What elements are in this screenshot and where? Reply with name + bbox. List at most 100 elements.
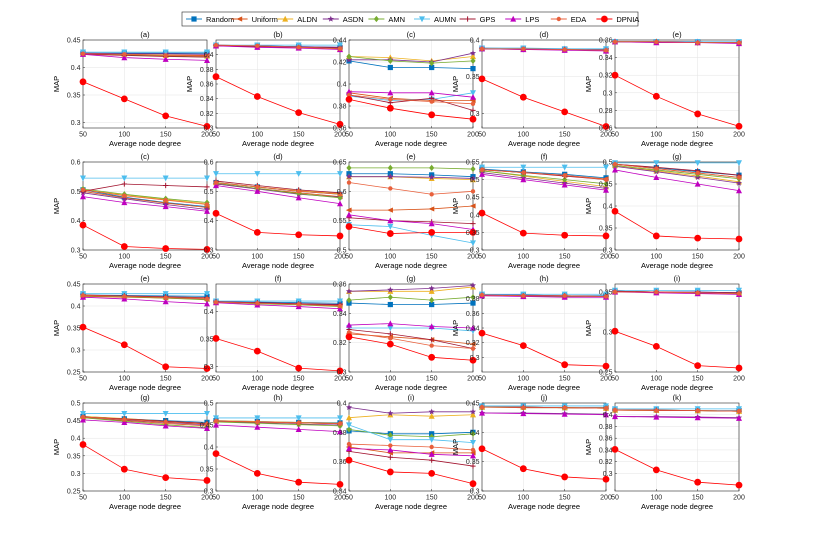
x-axis-label: Average node degree: [375, 383, 447, 392]
x-tick-label: 100: [650, 495, 662, 502]
x-axis-label: Average node degree: [242, 139, 314, 148]
data-point-lps: [204, 57, 210, 63]
series-line-uniform: [348, 92, 473, 101]
legend-label: Random: [206, 15, 234, 24]
series-random: [346, 58, 476, 72]
data-point-dpnia: [478, 445, 486, 453]
y-tick-label: 0.3: [470, 111, 480, 118]
series-group: [212, 41, 344, 128]
x-tick-label: 100: [118, 254, 130, 261]
data-point-lps: [162, 56, 169, 62]
data-point-dpnia: [336, 481, 344, 488]
data-point-eda: [337, 421, 343, 426]
grid: [82, 402, 208, 492]
data-point-aumn: [387, 325, 394, 332]
series-group: [212, 298, 344, 375]
y-axis-label: MAP: [52, 76, 61, 92]
data-point-amn: [603, 180, 609, 187]
data-point-lps: [428, 220, 435, 227]
data-point-lps: [653, 413, 660, 420]
series-eda: [612, 39, 742, 45]
data-point-lps: [121, 419, 128, 425]
data-point-dpnia: [735, 481, 743, 489]
x-tick-label: 50: [611, 376, 619, 383]
series-aldn: [346, 411, 476, 421]
data-point-lps: [295, 194, 302, 201]
x-tick-label: 200: [201, 495, 213, 502]
series-eda: [213, 299, 343, 309]
x-axis-label: Average node degree: [508, 261, 580, 270]
x-tick-label: 200: [334, 495, 346, 502]
series-line-eda: [482, 48, 607, 51]
y-tick-label: 0.4: [71, 304, 81, 311]
data-point-uniform: [469, 203, 476, 209]
x-tick-label: 150: [692, 132, 704, 139]
x-tick-label: 100: [118, 132, 130, 139]
data-point-dpnia: [561, 231, 569, 239]
data-point-lps: [337, 428, 343, 435]
y-tick-label: 0.32: [333, 340, 347, 347]
series-line-amn: [481, 170, 607, 185]
data-point-eda: [296, 420, 301, 425]
data-point-dpnia: [212, 335, 220, 342]
data-point-aumn: [694, 160, 701, 167]
data-point-asdn: [121, 195, 128, 202]
x-axis-label: Average node degree: [375, 502, 447, 511]
y-tick-label: 0.5: [71, 189, 81, 196]
legend-marker-aldn: [282, 15, 289, 22]
x-tick-label: 150: [559, 254, 571, 261]
series-lps: [479, 171, 609, 193]
data-point-aumn: [337, 42, 343, 49]
series-amn: [346, 53, 476, 67]
y-tick-label: 0.65: [333, 160, 347, 167]
data-point-aumn: [213, 171, 219, 177]
series-line-eda: [481, 294, 607, 297]
data-point-dpnia: [694, 234, 702, 242]
data-point-gps: [163, 182, 169, 189]
series-line-amn: [614, 165, 740, 180]
series-line-dpnia: [348, 99, 474, 120]
series-group: [345, 50, 477, 123]
data-point-random: [470, 300, 476, 306]
data-point-eda: [346, 180, 352, 185]
series-aumn: [479, 164, 609, 171]
x-tick-label: 50: [212, 132, 220, 139]
data-point-dpnia: [212, 450, 220, 457]
data-point-lps: [603, 411, 609, 418]
series-aumn: [346, 422, 476, 446]
data-point-dpnia: [345, 333, 353, 341]
y-tick-label: 0.3: [204, 364, 214, 371]
series-line-lps: [82, 196, 208, 212]
data-point-eda: [695, 40, 700, 45]
chart-panel-5: 50 100 150 2000.260.280.30.320.340.36(e)Ave…: [584, 30, 745, 148]
chart-panel-9: 50 100 150 2000.30.350.40.450.50.55(f)Avera…: [451, 152, 612, 270]
data-point-eda: [429, 343, 434, 348]
x-axis-label: Average node degree: [508, 502, 580, 511]
data-point-dpnia: [519, 93, 527, 101]
series-dpnia: [478, 209, 610, 240]
y-tick-label: 0.5: [204, 401, 214, 408]
y-axis-label: MAP: [584, 439, 593, 455]
data-point-lps: [561, 410, 568, 417]
series-eda: [346, 180, 476, 197]
x-tick-label: 100: [517, 376, 529, 383]
series-aumn: [213, 171, 343, 177]
y-tick-label: 0.3: [603, 248, 613, 255]
chart-title: (h): [539, 274, 549, 283]
data-point-eda: [213, 418, 219, 424]
data-point-eda: [296, 45, 301, 50]
series-eda: [80, 293, 210, 302]
series-group: [345, 404, 477, 488]
x-tick-label: 100: [118, 376, 130, 383]
series-line-asdn: [82, 52, 208, 55]
chart-title: (b): [273, 30, 283, 39]
data-point-dpnia: [336, 232, 344, 240]
y-tick-label: 0.38: [333, 104, 347, 111]
data-point-dpnia: [694, 110, 702, 118]
data-point-eda: [562, 47, 567, 52]
series-dpnia: [611, 71, 743, 130]
data-point-eda: [562, 405, 567, 410]
y-tick-label: 0.4: [71, 436, 81, 443]
